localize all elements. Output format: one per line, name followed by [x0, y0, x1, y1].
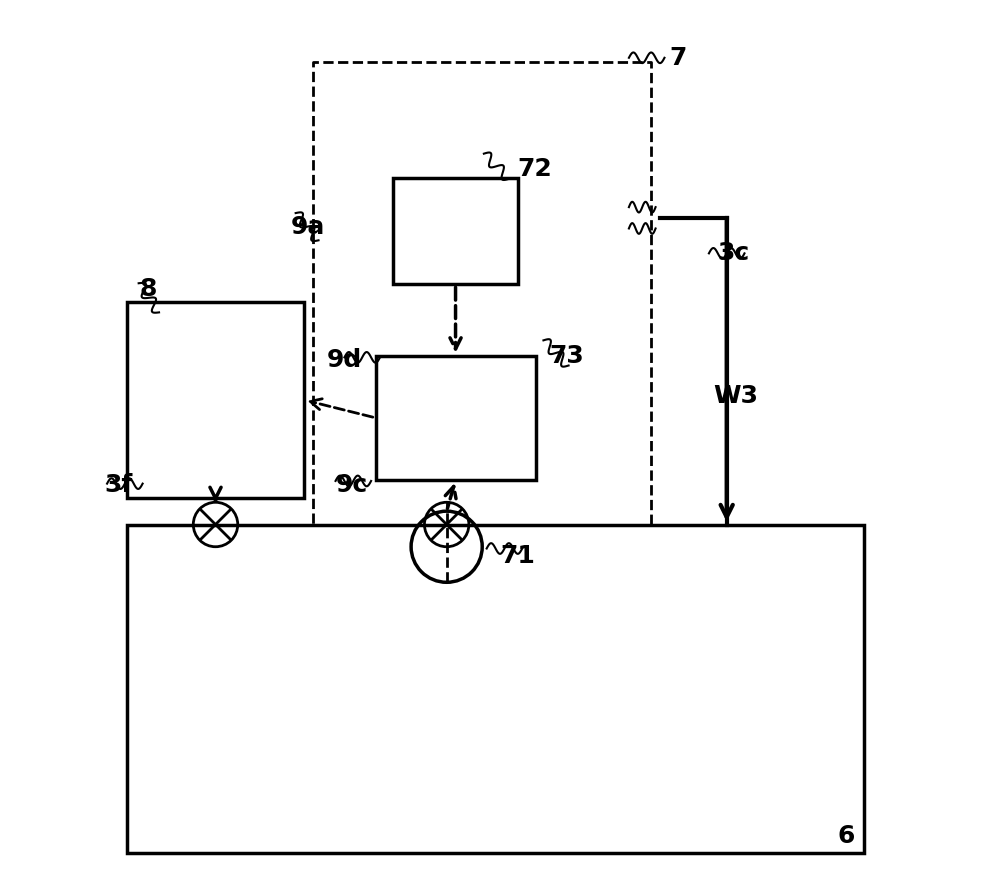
Text: 7: 7 [669, 46, 686, 69]
Text: 9a: 9a [291, 215, 325, 238]
Bar [376, 356, 536, 480]
Text: 9d: 9d [327, 348, 362, 372]
Text: W3: W3 [713, 384, 758, 407]
Text: 3f: 3f [104, 473, 133, 496]
Text: 72: 72 [518, 157, 553, 180]
Text: 6: 6 [838, 824, 855, 847]
Bar [127, 525, 864, 853]
Bar [393, 178, 518, 284]
Text: 73: 73 [549, 344, 584, 367]
Bar [127, 302, 304, 498]
Text: 8: 8 [140, 277, 157, 300]
Text: 3c: 3c [718, 242, 750, 265]
Text: 71: 71 [500, 544, 535, 567]
Text: 9c: 9c [336, 473, 368, 496]
